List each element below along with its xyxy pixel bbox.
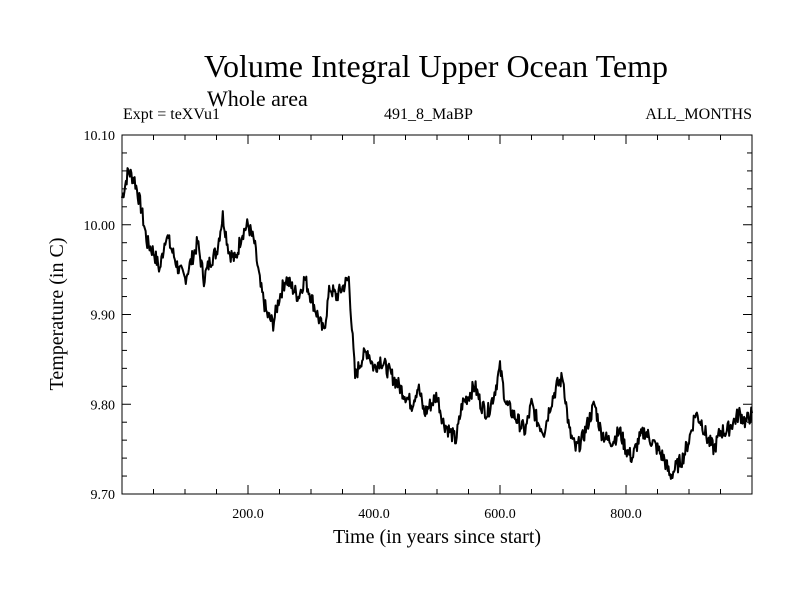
x-tick-label: 200.0 [232, 507, 264, 522]
y-axis-label: Temperature (in C) [46, 238, 68, 391]
y-tick-label: 10.10 [84, 129, 116, 144]
x-tick-label: 800.0 [610, 507, 642, 522]
y-tick-label: 9.80 [91, 398, 116, 413]
x-tick-label: 600.0 [484, 507, 516, 522]
x-tick-label: 400.0 [358, 507, 390, 522]
run-label: 491_8_MaBP [384, 106, 473, 123]
experiment-label: Expt = teXVu1 [123, 106, 220, 123]
chart-title: Volume Integral Upper Ocean Temp [204, 48, 668, 84]
x-axis-label: Time (in years since start) [333, 526, 541, 548]
y-tick-label: 10.00 [84, 219, 116, 234]
months-label: ALL_MONTHS [645, 106, 752, 123]
plot-frame [121, 134, 753, 495]
y-tick-label: 9.70 [91, 488, 116, 503]
y-tick-label: 9.90 [91, 309, 116, 324]
chart-subtitle: Whole area [207, 86, 308, 111]
series-line-temperature [121, 167, 753, 480]
